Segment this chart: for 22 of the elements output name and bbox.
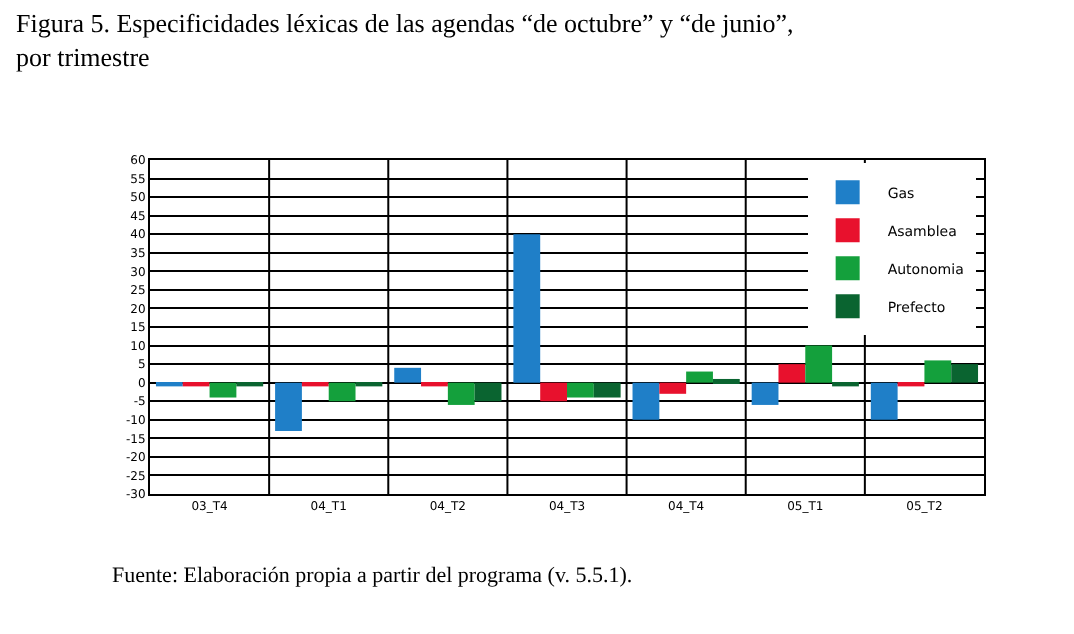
bar (632, 382, 660, 420)
bar (394, 367, 422, 383)
bar (870, 382, 898, 420)
bar (513, 234, 541, 383)
bar (540, 382, 567, 402)
bar (328, 382, 356, 402)
bar (778, 364, 806, 383)
source-note: Fuente: Elaboración propia a partir del programa (v. 5.5.1). (112, 564, 633, 588)
bar (686, 371, 713, 383)
bar (805, 345, 833, 383)
bar (275, 382, 302, 431)
bar (924, 360, 952, 383)
bar (567, 382, 594, 398)
bar (474, 382, 502, 402)
chart-title: Figura 5. Especificidades léxicas de las agendas “de octubre” y “de junio”, por trimestre (16, 7, 794, 72)
bar (659, 382, 687, 394)
bar (712, 378, 740, 384)
bar (751, 382, 779, 405)
bar (209, 382, 237, 398)
bar (593, 382, 621, 398)
bar (447, 382, 475, 405)
bar (951, 364, 979, 383)
